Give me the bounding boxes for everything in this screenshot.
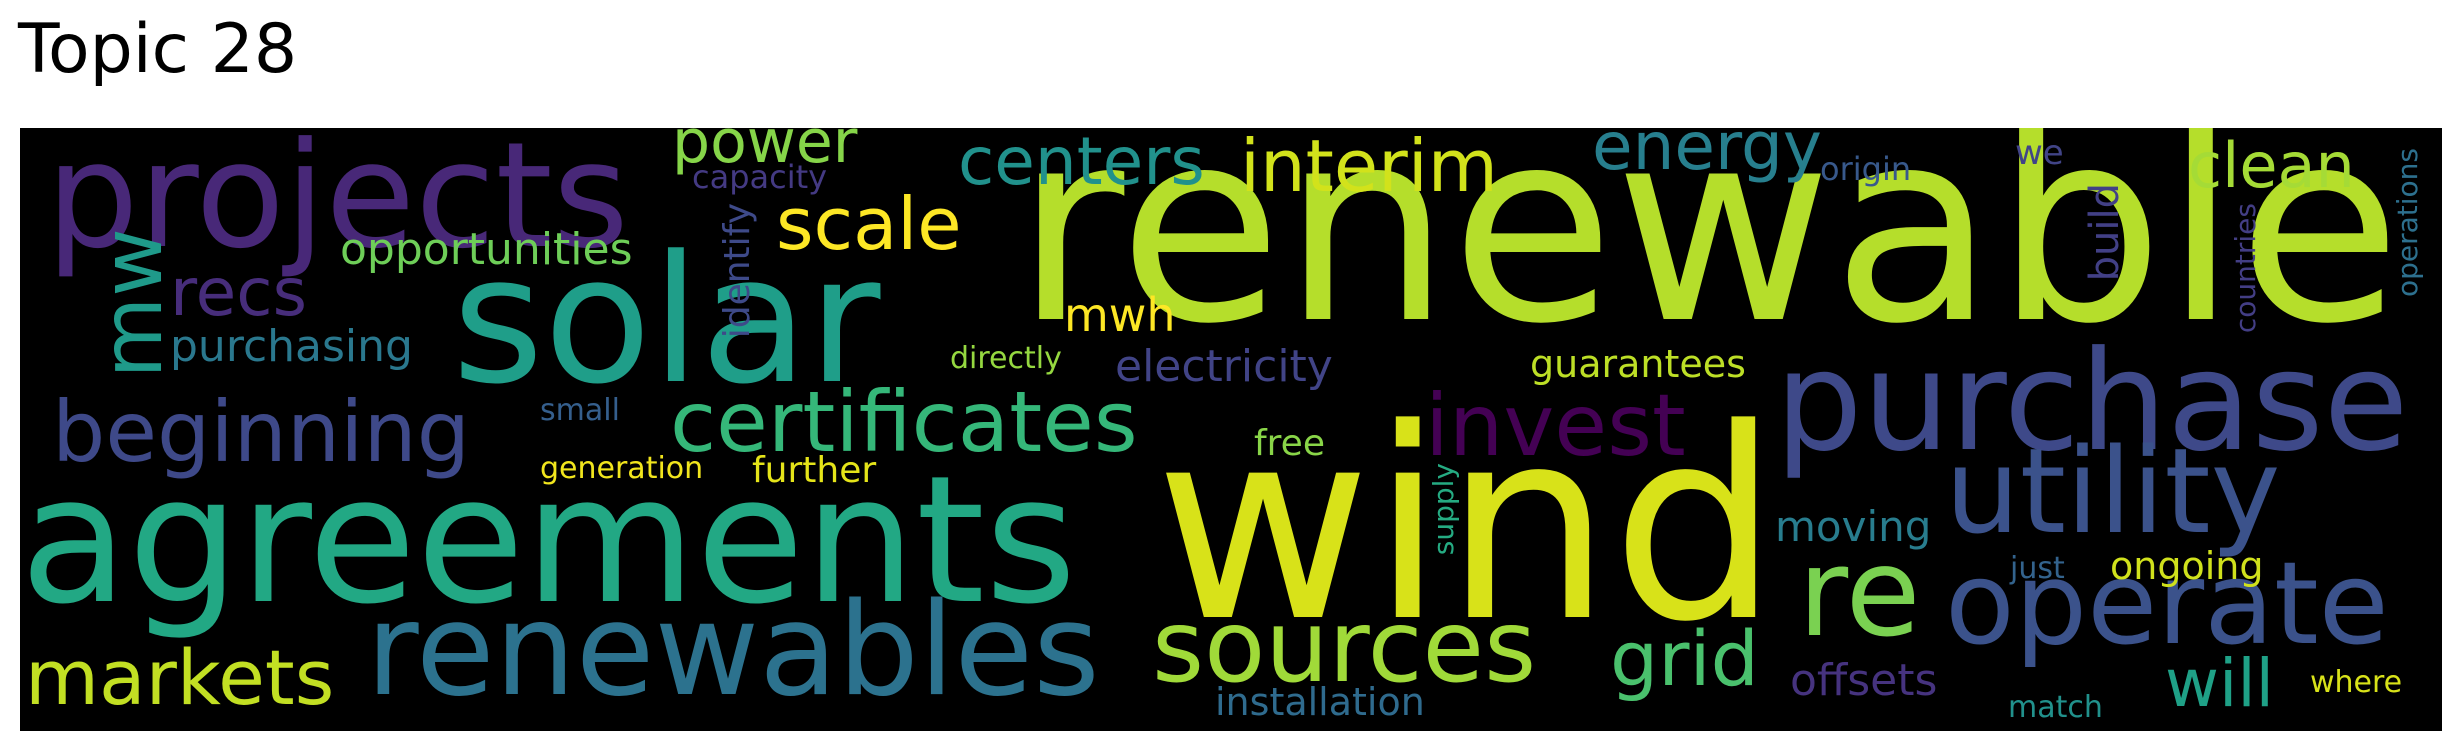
word-small: small [540,393,620,428]
word-mwh: mwh [1064,288,1176,342]
word-origin: origin [1820,150,1912,188]
word-beginning: beginning [52,383,471,481]
word-power: power [672,128,858,177]
word-installation: installation [1215,680,1425,724]
word-scale: scale [776,182,962,266]
word-match: match [2008,690,2103,725]
word-offsets: offsets [1790,655,1938,706]
word-grid: grid [1610,614,1759,703]
word-guarantees: guarantees [1530,342,1746,386]
word-countries: countries [2229,203,2262,334]
word-will: will [2165,645,2274,722]
word-utility: utility [1945,422,2281,560]
word-clean: clean [2188,129,2355,202]
word-markets: markets [25,633,335,722]
word-identify: identify [717,203,758,339]
word-ongoing: ongoing [2110,544,2264,588]
word-cloud: renewable wind agreements solar projects… [20,128,2442,731]
word-opportunities: opportunities [340,224,633,275]
word-just: just [2010,551,2065,586]
word-sources: sources [1152,588,1537,705]
word-recs: recs [170,254,307,331]
word-capacity: capacity [692,158,828,196]
word-free: free [1254,423,1325,464]
word-build: build [2082,183,2128,282]
word-agreements: agreements [20,438,1077,643]
word-projects: projects [46,128,629,281]
word-electricity: electricity [1115,341,1333,392]
word-directly: directly [950,341,1062,376]
word-wind: wind [1155,373,1780,680]
page-title: Topic 28 [18,10,298,89]
word-purchase: purchase [1775,321,2409,482]
word-we: we [2015,133,2064,173]
word-moving: moving [1775,502,1932,551]
word-energy: energy [1592,128,1822,185]
word-generation: generation [540,451,704,486]
word-mw: mw [83,228,181,379]
word-centers: centers [958,128,1205,200]
word-renewable: renewable [1015,128,2402,382]
word-interim: interim [1240,128,1498,208]
word-certificates: certificates [670,373,1138,471]
word-re: re [1798,522,1921,664]
word-supply: supply [1427,463,1460,556]
word-invest: invest [1425,376,1686,476]
word-further: further [752,450,877,491]
word-operate: operate [1945,537,2389,670]
word-solar: solar [452,218,881,423]
word-renewables: renewables [366,576,1100,725]
word-operations: operations [2391,148,2424,298]
word-where: where [2310,665,2403,700]
word-purchasing: purchasing [170,321,413,372]
